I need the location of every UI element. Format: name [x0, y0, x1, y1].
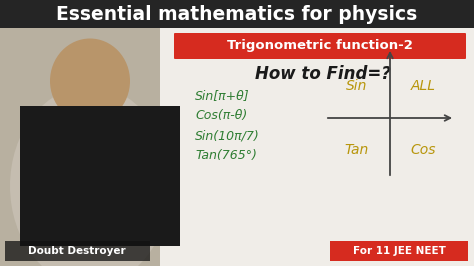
Text: Cos(π-θ): Cos(π-θ)	[195, 110, 247, 123]
Bar	[0, 0, 200, 266]
Text: Sin: Sin	[346, 79, 368, 93]
Bar	[5, 241, 150, 261]
Bar	[160, 0, 474, 266]
Text: Cos: Cos	[410, 143, 436, 157]
FancyBboxPatch shape	[174, 33, 466, 59]
Text: Sin[π+θ]: Sin[π+θ]	[195, 89, 250, 102]
Text: Tan(765°): Tan(765°)	[195, 149, 257, 163]
Text: ALL: ALL	[410, 79, 436, 93]
Text: Doubt Destroyer: Doubt Destroyer	[28, 246, 126, 256]
Ellipse shape	[50, 39, 130, 123]
Text: Sin(10π/7): Sin(10π/7)	[195, 130, 260, 143]
Bar	[0, 0, 474, 28]
Ellipse shape	[10, 86, 170, 266]
Text: Tan: Tan	[345, 143, 369, 157]
Bar	[20, 106, 180, 246]
Text: Essential mathematics for physics: Essential mathematics for physics	[56, 5, 418, 23]
Text: How to Find=?: How to Find=?	[255, 65, 391, 83]
Bar	[330, 241, 468, 261]
Text: Trigonometric function-2: Trigonometric function-2	[227, 39, 413, 52]
Text: For 11 JEE NEET: For 11 JEE NEET	[353, 246, 446, 256]
